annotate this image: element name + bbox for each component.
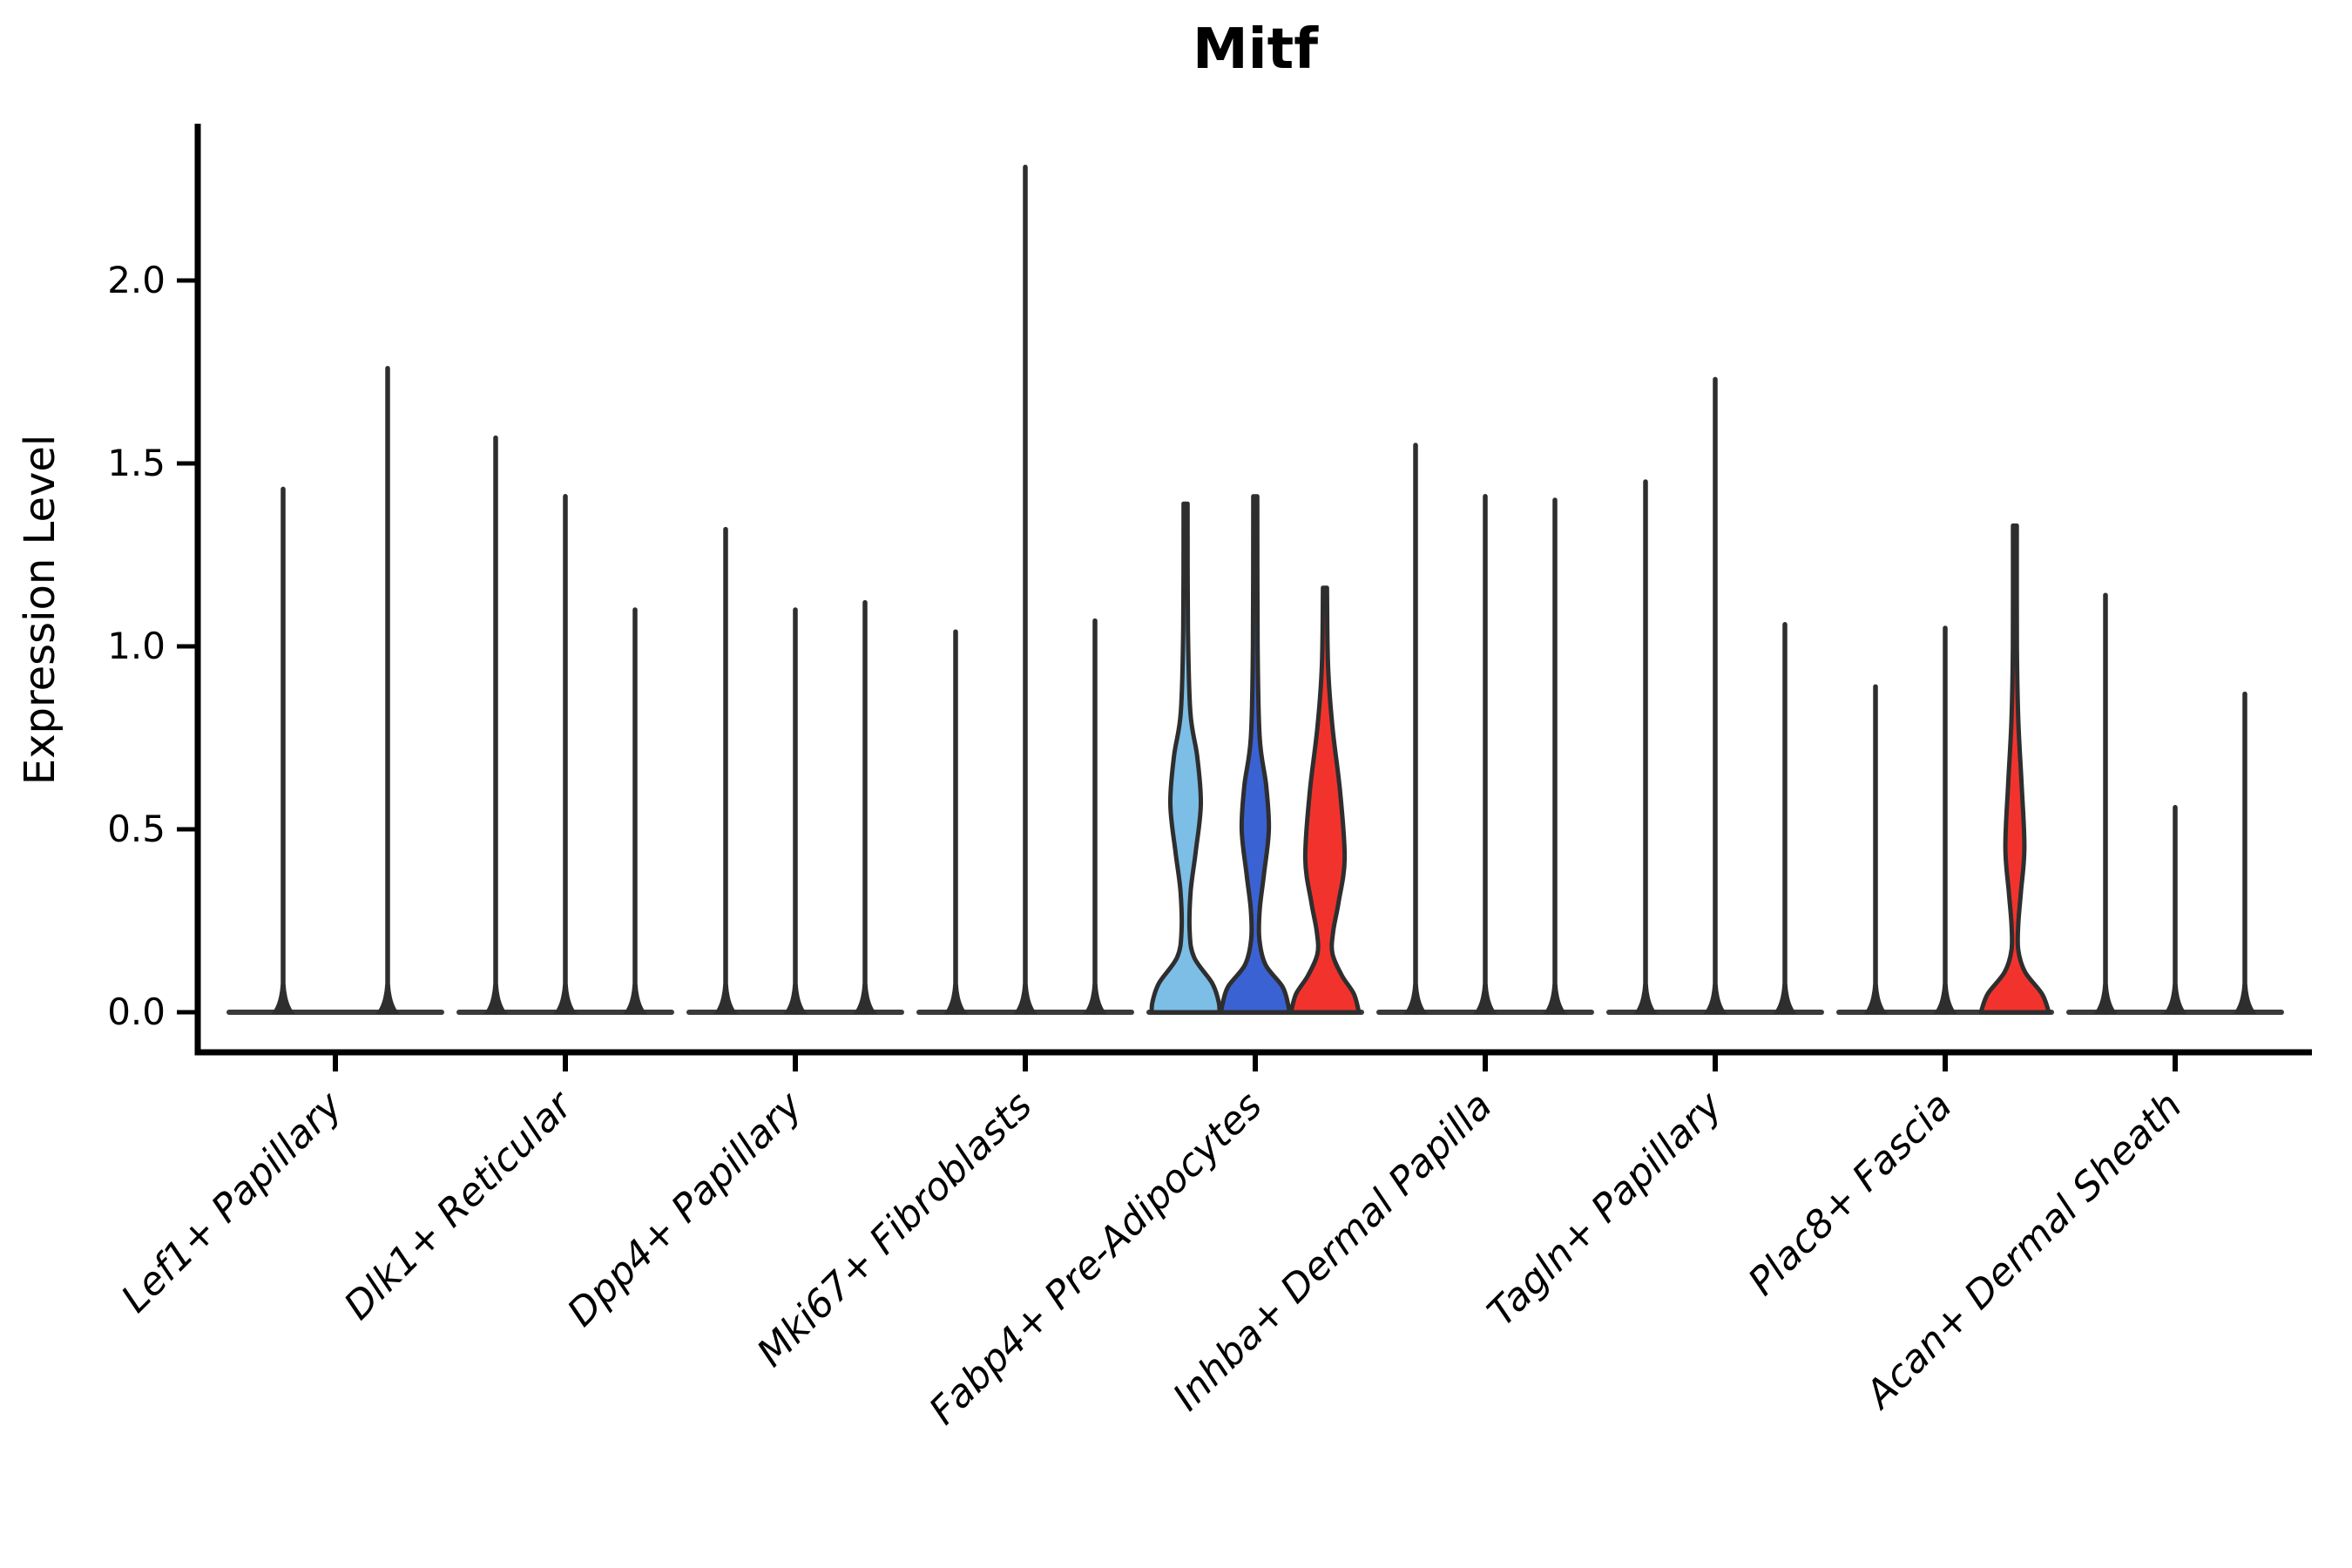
y-tick-label: 1.5 xyxy=(107,442,166,484)
chart-title: Mitf xyxy=(1193,17,1319,82)
y-tick-label: 2.0 xyxy=(107,259,166,301)
y-tick-label: 0.5 xyxy=(107,808,166,850)
x-category-label: Tagln+ Papillary xyxy=(1479,1083,1731,1335)
y-tick-label: 1.0 xyxy=(107,625,166,667)
violin-body-lightblue xyxy=(1149,501,1222,1015)
x-category-label: Dlk1+ Reticular xyxy=(335,1082,582,1328)
violin-body-blue xyxy=(1219,494,1292,1015)
x-category-label: Lef1+ Papillary xyxy=(113,1083,352,1321)
x-category-label: Dpp4+ Papillary xyxy=(559,1083,812,1335)
y-axis-ticks: 0.0 0.5 1.0 1.5 2.0 xyxy=(107,259,197,1033)
y-axis-label: Expression Level xyxy=(16,435,64,786)
x-category-label: Plac8+ Fascia xyxy=(1740,1084,1960,1304)
violin-body-red xyxy=(1978,523,2051,1015)
violin-body-red xyxy=(1288,585,1362,1015)
y-tick-label: 0.0 xyxy=(107,990,166,1033)
violins-layer xyxy=(226,165,2284,1015)
